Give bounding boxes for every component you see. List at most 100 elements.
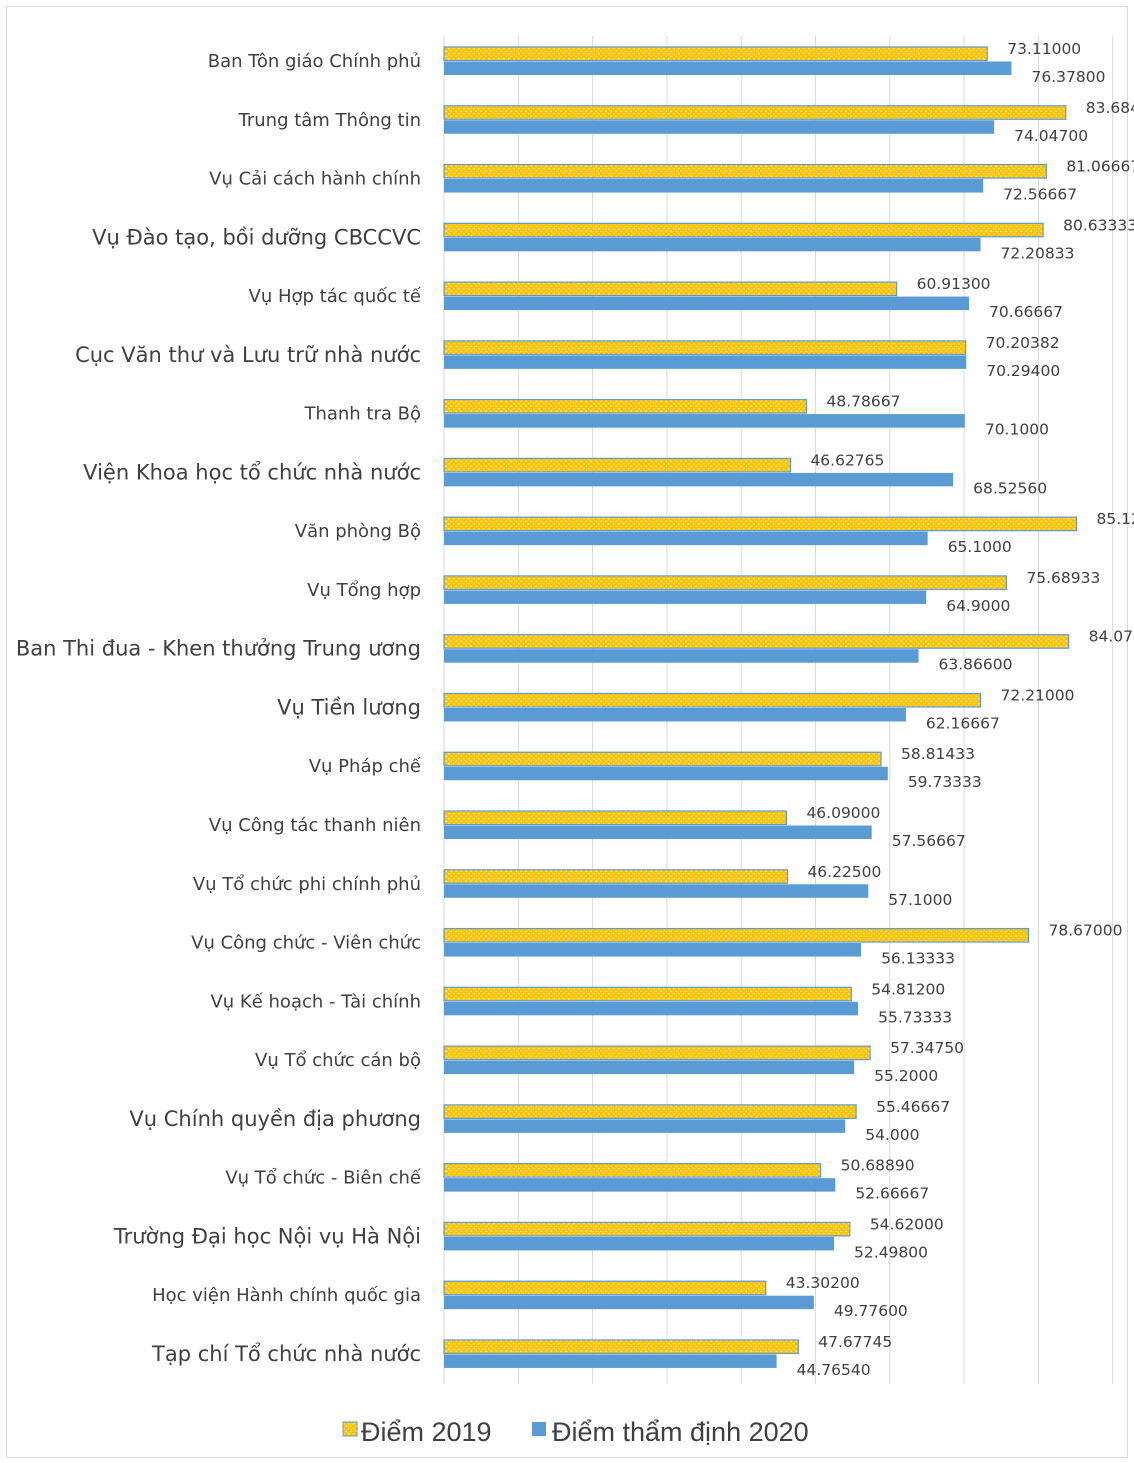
bar-2020 — [444, 472, 954, 487]
bar-2019 — [443, 1163, 822, 1178]
value-label-2020: 56.13333 — [881, 950, 955, 968]
bar-2020 — [444, 766, 888, 781]
bar-2019 — [443, 692, 982, 708]
value-label-2019: 54.62000 — [870, 1215, 944, 1233]
value-label-2020: 57.1000 — [888, 891, 952, 909]
bar-2019 — [443, 986, 852, 1002]
bar-2020 — [444, 179, 984, 193]
bar-2020 — [444, 825, 872, 840]
value-label-2019: 73.11000 — [1007, 40, 1081, 58]
bars — [443, 46, 1078, 1368]
legend-label-2019: Điểm 2019 — [361, 1417, 492, 1447]
bar-2019 — [443, 1045, 871, 1061]
category-label: Vụ Cải cách hành chính — [209, 169, 421, 190]
bar-2020 — [444, 414, 965, 428]
bar-2020 — [444, 1354, 777, 1368]
bar-2019 — [443, 222, 1044, 238]
category-label: Ban Tôn giáo Chính phủ — [208, 51, 421, 72]
category-label: Ban Thi đua - Khen thưởng Trung ương — [16, 637, 421, 661]
bar-2019 — [443, 634, 1070, 649]
category-label: Vụ Tổ chức phi chính phủ — [193, 874, 421, 895]
value-label-2020: 52.66667 — [855, 1185, 929, 1203]
category-label: Vụ Tổ chức - Biên chế — [225, 1168, 422, 1189]
bar-2020 — [444, 943, 862, 957]
legend: Điểm 2019 Điểm thẩm định 2020 — [342, 1417, 809, 1447]
category-label: Viện Khoa học tổ chức nhà nước — [83, 460, 421, 484]
bar-2020 — [444, 61, 1012, 75]
bar-2019 — [443, 281, 898, 297]
bar-2019 — [443, 516, 1078, 532]
bar-2020 — [444, 649, 919, 663]
value-label-2020: 72.56667 — [1003, 186, 1077, 204]
bar-2019 — [443, 575, 1007, 591]
value-label-2019: 78.67000 — [1049, 922, 1123, 940]
bar-2020 — [444, 355, 967, 369]
bar-2020 — [444, 707, 906, 722]
legend-swatch-2019 — [342, 1421, 358, 1437]
value-label-2019: 43.30200 — [786, 1274, 860, 1292]
bar-2020 — [444, 120, 995, 134]
bar-2019 — [443, 105, 1067, 120]
value-label-2020: 55.2000 — [874, 1067, 938, 1085]
bar-2019 — [443, 1280, 767, 1296]
value-label-2020: 57.56667 — [892, 832, 966, 850]
bar-2020 — [444, 1236, 835, 1251]
bar-2020 — [444, 1295, 814, 1310]
category-label: Tạp chí Tổ chức nhà nước — [151, 1342, 421, 1366]
value-label-2019: 85.12963 — [1097, 510, 1134, 528]
value-label-2020: 74.04700 — [1014, 127, 1088, 145]
bar-2019 — [443, 869, 789, 884]
category-label: Trường Đại học Nội vụ Hà Nội — [113, 1224, 421, 1248]
bar-2019 — [443, 163, 1047, 179]
value-label-2019: 48.78667 — [826, 393, 900, 411]
bar-2020 — [444, 1119, 846, 1133]
bar-2020 — [444, 531, 928, 546]
value-label-2020: 76.37800 — [1031, 68, 1105, 86]
value-label-2020: 64.9000 — [946, 597, 1010, 615]
bar-2019 — [443, 1221, 851, 1237]
value-label-2019: 75.68933 — [1026, 569, 1100, 587]
bar-2019 — [443, 46, 988, 62]
value-label-2020: 62.16667 — [926, 714, 1000, 732]
value-label-2020: 55.73333 — [878, 1008, 952, 1026]
bar-2019 — [443, 1339, 799, 1355]
category-label: Học viện Hành chính quốc gia — [152, 1285, 421, 1306]
value-label-2020: 54.000 — [865, 1126, 919, 1144]
bar-2020 — [444, 237, 981, 252]
value-label-2020: 44.76540 — [797, 1361, 871, 1379]
bar-2019 — [443, 399, 808, 414]
category-label: Vụ Pháp chế — [309, 756, 422, 777]
bar-2020 — [444, 884, 869, 898]
value-label-2019: 81.06667 — [1066, 158, 1134, 176]
value-label-2020: 70.29400 — [986, 362, 1060, 380]
value-label-2020: 65.1000 — [948, 538, 1012, 556]
bar-2019 — [443, 810, 788, 826]
category-label: Vụ Công tác thanh niên — [209, 815, 421, 836]
category-label: Cục Văn thư và Lưu trữ nhà nước — [75, 343, 421, 367]
bar-2020 — [444, 296, 970, 311]
value-label-2019: 72.21000 — [1001, 686, 1075, 704]
category-label: Văn phòng Bộ — [295, 521, 421, 542]
gridlines — [443, 36, 1114, 1384]
bar-2019 — [443, 927, 1030, 943]
bar-2019 — [443, 457, 792, 473]
value-label-2019: 55.46667 — [876, 1098, 950, 1116]
value-label-2019: 46.62765 — [810, 451, 884, 469]
value-label-2019: 54.81200 — [871, 980, 945, 998]
value-label-2020: 49.77600 — [834, 1302, 908, 1320]
bar-2020 — [444, 590, 927, 604]
value-label-2019: 84.07000 — [1089, 628, 1134, 646]
value-label-2020: 63.86600 — [939, 656, 1013, 674]
legend-swatch-2020 — [532, 1422, 546, 1436]
category-label: Vụ Kế hoạch - Tài chính — [210, 991, 421, 1012]
value-label-2019: 47.67745 — [818, 1333, 892, 1351]
value-label-2020: 59.73333 — [908, 773, 982, 791]
value-label-2019: 50.68890 — [841, 1157, 915, 1175]
value-label-2020: 52.49800 — [854, 1243, 928, 1261]
value-label-2019: 80.63333 — [1063, 216, 1134, 234]
value-label-2019: 58.81433 — [901, 745, 975, 763]
category-label: Vụ Chính quyền địa phương — [129, 1107, 421, 1131]
value-label-2020: 72.20833 — [1001, 244, 1075, 262]
category-label: Vụ Hợp tác quốc tế — [249, 286, 422, 307]
value-label-2020: 70.66667 — [989, 303, 1063, 321]
